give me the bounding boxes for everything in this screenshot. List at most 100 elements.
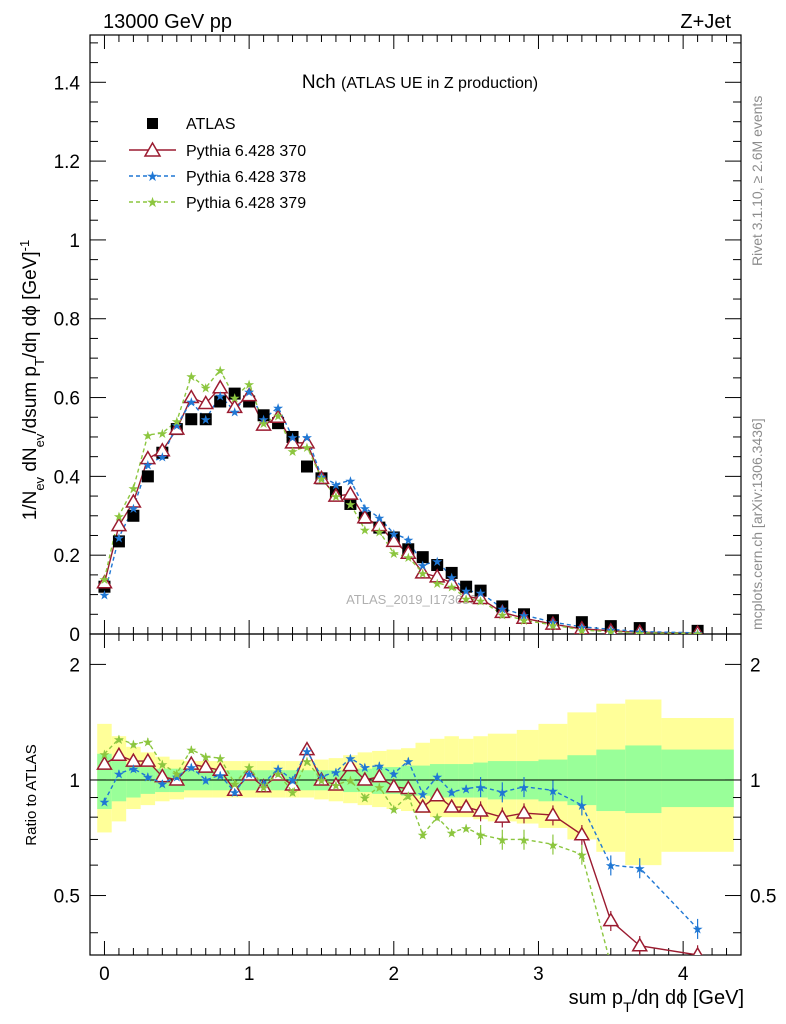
ratio-pythia-379-point: ★	[460, 822, 472, 837]
pythia-370-point	[692, 624, 704, 634]
top-y-tick-label: 0.2	[54, 546, 80, 567]
legend-item-pythia-379: ★ Pythia 6.428 379	[129, 195, 306, 212]
atlas-data-point	[301, 460, 313, 473]
ratio-pythia-370-point	[197, 758, 215, 773]
ratio-pythia-379-point: ★	[142, 735, 154, 750]
ratio-pythia-378-point: ★	[388, 767, 400, 782]
pythia-378-point: ★	[402, 533, 414, 548]
pythia-378-point: ★	[142, 459, 154, 474]
pythia-379-point: ★	[200, 382, 212, 397]
atlas-data-point	[141, 470, 154, 483]
ratio-pythia-378-point: ★	[496, 786, 508, 801]
top-y-tick-label: 1.4	[54, 73, 81, 94]
ratio-pythia-379-point: ★	[374, 781, 386, 796]
pythia-378-point: ★	[128, 502, 140, 517]
pythia-378-point: ★	[113, 531, 125, 546]
ratio-panel-frame	[89, 633, 742, 956]
ratio-pythia-379-point: ★	[388, 803, 400, 818]
band-inner-1	[111, 761, 127, 802]
pythia-378-point: ★	[171, 419, 183, 434]
legend-marker-pythia-370	[143, 141, 162, 157]
ratio-pythia-379-point: ★	[301, 755, 313, 770]
ratio-y-tick-label: 1	[69, 771, 80, 792]
pythia-370-point	[443, 574, 460, 589]
ratio-pythia-379-point: ★	[171, 767, 183, 782]
atlas-data-point	[257, 409, 270, 422]
ratio-pythia-370-point	[692, 946, 703, 955]
ratio-pythia-370-point	[371, 768, 388, 783]
top-y-axis-label: 1/Nev dNev/dsum pT/dη dϕ [GeV]-1	[17, 240, 47, 521]
pythia-379-point: ★	[128, 482, 140, 497]
pythia-379-point: ★	[345, 498, 357, 513]
pythia-370-point	[139, 450, 157, 465]
ratio-panel-axes: 0 1 2 3 4 0.5 0.5 1 1 2 2	[54, 633, 776, 985]
pythia-379-point: ★	[374, 526, 386, 541]
pythia-379-point: ★	[518, 614, 530, 629]
plot-title: Nch (ATLAS UE in Z production)	[302, 72, 538, 93]
ratio-pythia-378-point: ★	[431, 771, 443, 786]
ratio-pythia-379-point: ★	[157, 758, 169, 773]
ratio-pythia-379-point: ★	[99, 748, 111, 763]
ratio-pythia-379-point: ★	[128, 738, 140, 753]
pythia-378-point: ★	[272, 401, 284, 416]
ratio-pythia-378-point: ★	[157, 777, 169, 792]
ratio-pythia-370-point	[573, 826, 591, 841]
pythia-378-point: ★	[605, 623, 617, 638]
atlas-data-point	[416, 551, 429, 564]
pythia-370-point	[226, 398, 243, 414]
ratio-pythia-370-point	[385, 778, 403, 793]
ratio-line-series-1	[104, 747, 698, 955]
ratio-pythia-378-point: ★	[634, 862, 646, 877]
ratio-pythia-378-point: ★	[547, 784, 559, 799]
ratio-pythia-378-point: ★	[402, 755, 414, 770]
ratio-pythia-379-point: ★	[330, 779, 342, 794]
pythia-370-point	[211, 379, 229, 394]
ratio-pythia-379-point: ★	[402, 790, 414, 805]
ratio-pythia-378-point: ★	[330, 766, 342, 781]
pythia-370-point	[371, 517, 388, 532]
ratio-pythia-378-point: ★	[243, 767, 255, 782]
pythia-378-point: ★	[345, 474, 357, 489]
ratio-pythia-370-point	[631, 937, 649, 952]
ratio-y-tick-label: 0.5	[54, 887, 80, 908]
ratio-pythia-378-point: ★	[142, 771, 154, 786]
ratio-pythia-378-point: ★	[374, 760, 386, 775]
pythia-379-point: ★	[388, 547, 400, 562]
pythia-378-point: ★	[185, 395, 197, 410]
x-tick-label: 2	[389, 964, 400, 985]
ratio-pythia-370-point	[472, 802, 489, 817]
pythia-378-point: ★	[547, 616, 559, 631]
pythia-378-point: ★	[692, 627, 704, 642]
ratio-pythia-378-point: ★	[171, 771, 183, 786]
pythia-379-point: ★	[287, 445, 299, 460]
legend-marker-pythia-379: ★	[146, 195, 159, 211]
process-label: Z+Jet	[680, 11, 731, 33]
pythia-378-point: ★	[214, 390, 226, 405]
pythia-370-point	[125, 493, 142, 508]
top-panel-series: ★★★★★★★★★★★★★★ ★★★ ★★★★ ★★ ★★★ ★★ ★ ★ ★ ★ ★ ★★★★★ ★★…	[96, 364, 704, 642]
analysis-watermark: ATLAS_2019_I1736531	[346, 592, 484, 607]
ratio-pythia-378-point: ★	[692, 923, 704, 938]
pythia-379-point: ★	[634, 627, 646, 642]
pythia-379-point: ★	[576, 624, 588, 639]
ratio-y-tick-label-right: 0.5	[750, 887, 776, 908]
pythia-370-point	[298, 434, 316, 449]
band-inner-23	[429, 764, 445, 798]
ratio-pythia-378-point: ★	[475, 781, 487, 796]
mcplots-reference-text: mcplots.cern.ch [arXiv:1306.3436]	[749, 418, 765, 630]
atlas-data-point	[344, 497, 357, 510]
pythia-379-point: ★	[142, 429, 154, 444]
pythia-378-point: ★	[374, 512, 386, 527]
pythia-379-point: ★	[402, 551, 414, 566]
atlas-data-point	[199, 413, 212, 426]
ratio-pythia-379-point: ★	[446, 826, 458, 841]
atlas-data-point	[127, 509, 140, 522]
pythia-370-point	[493, 603, 511, 619]
pythia-379-point: ★	[99, 573, 111, 588]
pythia-370-point	[356, 509, 374, 524]
ratio-pythia-370-point	[356, 771, 374, 786]
legend-marker-pythia-378: ★	[146, 169, 159, 185]
ratio-y-axis-label: Ratio to ATLAS	[23, 744, 40, 845]
legend-label-pythia-370: Pythia 6.428 370	[186, 143, 306, 160]
ratio-pythia-379-point: ★	[113, 733, 125, 748]
